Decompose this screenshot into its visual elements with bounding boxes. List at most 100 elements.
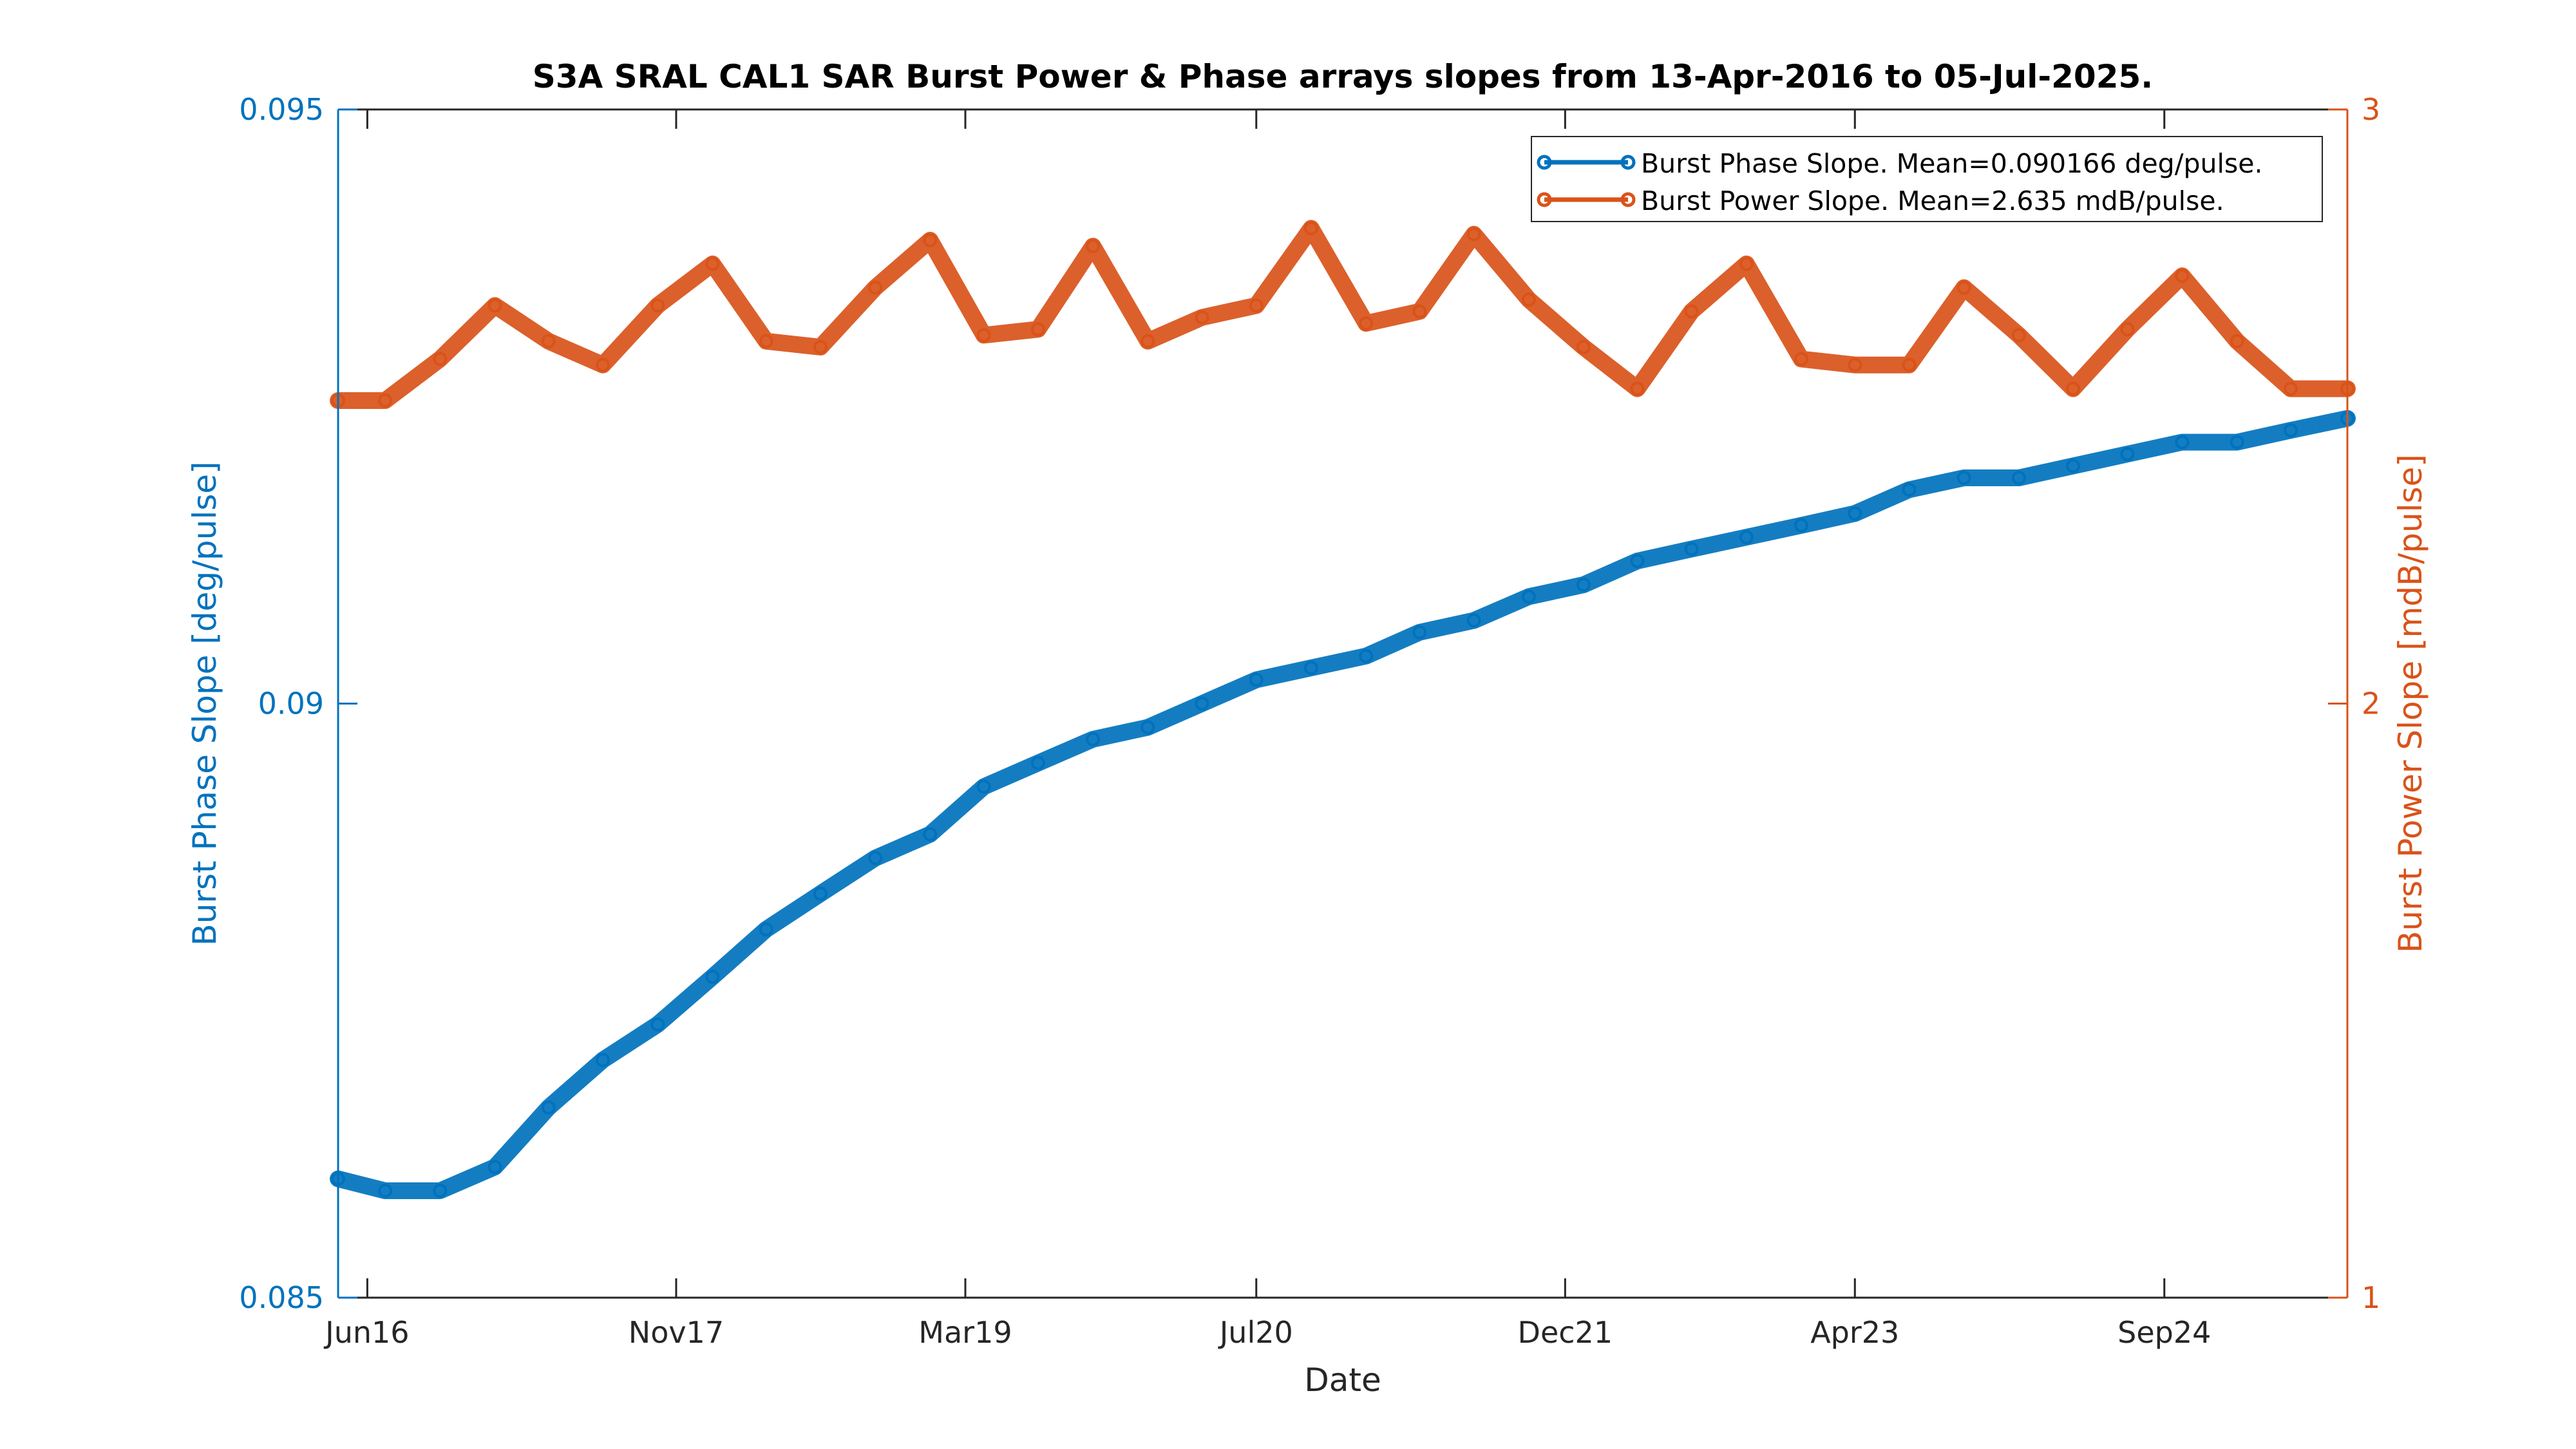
series-power — [330, 220, 2356, 409]
legend-marker — [1620, 155, 1636, 170]
data-point — [923, 233, 938, 247]
data-point — [1848, 506, 1862, 521]
axes-layer: Jun16 Nov17 Mar19 Jul20 Dec21 Apr23 Sep24 0.085… — [186, 92, 2429, 1399]
data-point — [1303, 661, 1318, 676]
x-axis-label: Date — [1304, 1361, 1381, 1399]
legend-marker — [1537, 192, 1552, 207]
data-point — [541, 334, 556, 348]
data-point — [1848, 357, 1862, 372]
data-point — [1630, 381, 1645, 396]
legend-marker — [1537, 155, 1552, 170]
data-point — [650, 1017, 665, 1032]
data-point — [705, 256, 720, 271]
data-point — [976, 328, 991, 343]
legend-marker — [1620, 192, 1636, 207]
data-point — [1794, 352, 1808, 366]
data-point — [759, 922, 773, 937]
data-point — [541, 1100, 556, 1115]
data-point — [2066, 459, 2081, 473]
data-point — [1030, 755, 1045, 770]
data-point — [1577, 340, 1591, 354]
data-point — [650, 298, 665, 313]
legend: Burst Phase Slope. Mean=0.090166 deg/pul… — [1531, 136, 2323, 222]
legend-label: Burst Phase Slope. Mean=0.090166 deg/pul… — [1641, 148, 2263, 179]
data-point — [378, 1184, 393, 1198]
data-point — [2230, 435, 2244, 450]
data-point — [2011, 471, 2026, 485]
data-point — [1684, 542, 1699, 556]
data-point — [868, 851, 883, 866]
data-point — [2120, 447, 2135, 462]
data-point — [2175, 269, 2190, 283]
data-point — [1466, 227, 1481, 242]
left-y-axis-label: Burst Phase Slope [deg/pulse] — [186, 461, 223, 945]
data-point — [1739, 530, 1754, 545]
data-point — [1521, 589, 1536, 604]
data-point — [2230, 334, 2244, 348]
series-line — [330, 220, 2356, 409]
data-point — [1794, 518, 1808, 533]
data-point — [1412, 304, 1427, 319]
left-y-tick-label: 0.085 — [239, 1280, 324, 1315]
data-point — [1359, 316, 1374, 331]
data-point — [1359, 649, 1374, 663]
data-point — [596, 1053, 611, 1067]
data-point — [813, 886, 828, 901]
data-point — [1630, 554, 1645, 569]
left-y-tick-label: 0.095 — [239, 92, 324, 127]
data-point — [378, 393, 393, 408]
data-point — [759, 334, 773, 348]
data-point — [1684, 304, 1699, 319]
data-point — [1902, 357, 1917, 372]
data-point — [488, 1160, 502, 1175]
data-point — [1412, 625, 1427, 639]
data-point — [2175, 435, 2190, 450]
legend-box — [1531, 136, 2323, 222]
data-point — [2284, 423, 2298, 438]
data-point — [596, 357, 611, 372]
data-point — [1466, 613, 1481, 628]
x-tick-label: Nov17 — [629, 1315, 724, 1350]
x-tick-label: Jul20 — [1218, 1315, 1293, 1350]
series-layer — [330, 220, 2356, 1199]
right-y-tick-label: 2 — [2362, 687, 2380, 721]
series-phase — [330, 410, 2356, 1199]
data-point — [1249, 672, 1264, 687]
x-tick-label: Dec21 — [1518, 1315, 1613, 1350]
data-point — [705, 969, 720, 984]
data-point — [868, 280, 883, 295]
left-y-tick-label: 0.09 — [258, 687, 324, 721]
data-point — [1521, 292, 1536, 307]
right-y-tick-label: 1 — [2362, 1280, 2380, 1315]
data-point — [1902, 482, 1917, 497]
plot-area — [338, 109, 2347, 1298]
data-point — [1086, 732, 1101, 746]
x-tick-label: Apr23 — [1810, 1315, 1899, 1350]
data-point — [2120, 322, 2135, 337]
right-y-tick-label: 3 — [2362, 92, 2380, 127]
data-point — [1030, 322, 1045, 337]
data-point — [813, 340, 828, 354]
data-point — [923, 827, 938, 842]
data-point — [2284, 381, 2298, 396]
data-point — [1141, 334, 1155, 348]
legend-label: Burst Power Slope. Mean=2.635 mdB/pulse. — [1641, 185, 2224, 216]
series-line — [330, 410, 2356, 1199]
data-point — [976, 779, 991, 794]
data-point — [488, 298, 502, 313]
data-point — [1577, 578, 1591, 592]
x-tick-label: Jun16 — [323, 1315, 409, 1350]
data-point — [2066, 381, 2081, 396]
data-point — [1956, 280, 1971, 295]
x-tick-label: Sep24 — [2117, 1315, 2211, 1350]
data-point — [1739, 256, 1754, 271]
data-point — [1303, 221, 1318, 236]
data-point — [1249, 298, 1264, 313]
data-point — [433, 1184, 448, 1198]
chart-title: S3A SRAL CAL1 SAR Burst Power & Phase ar… — [533, 58, 2154, 95]
data-point — [1195, 310, 1209, 325]
right-y-axis-label: Burst Power Slope [mdB/pulse] — [2392, 454, 2429, 953]
data-point — [1086, 239, 1101, 254]
x-tick-label: Mar19 — [918, 1315, 1012, 1350]
data-point — [1141, 720, 1155, 735]
